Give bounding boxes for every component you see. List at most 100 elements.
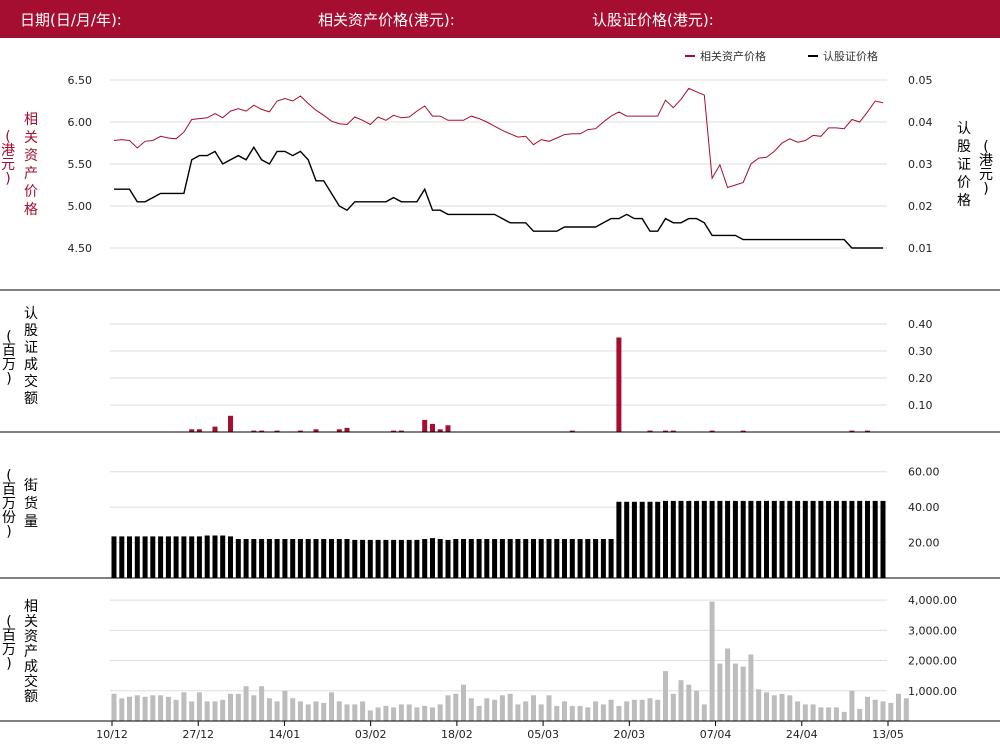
bar: [686, 684, 692, 721]
bar: [717, 500, 723, 578]
tick-label: 0.20: [908, 372, 933, 385]
x-tick-label: 13/05: [872, 728, 904, 741]
ylabel-char: 成: [24, 659, 38, 675]
right-ylabel-char: 认: [957, 121, 971, 137]
bar: [663, 500, 668, 578]
bar: [593, 701, 599, 721]
ylabel-unit-char: 万: [2, 642, 16, 658]
bar: [150, 536, 156, 578]
right-ylabel-char: 股: [957, 139, 971, 155]
bar: [585, 707, 591, 721]
bar: [422, 419, 428, 432]
bar: [663, 671, 668, 721]
ylabel-char: 额: [24, 391, 38, 407]
bar: [274, 701, 280, 721]
bar: [771, 695, 777, 721]
bar: [787, 500, 793, 578]
right-ylabel-unit-char: ): [983, 181, 988, 197]
bar: [795, 701, 801, 721]
ylabel-unit-char: (: [6, 468, 11, 484]
bar: [903, 698, 909, 721]
bar: [499, 695, 505, 721]
bar: [352, 539, 358, 578]
bar: [748, 654, 754, 721]
bar: [111, 693, 117, 721]
left-tick-label: 5.50: [68, 158, 93, 171]
left-tick-label: 5.00: [68, 200, 93, 213]
tick-label: 0.40: [908, 318, 933, 331]
bar: [709, 601, 715, 721]
price-panel: 6.50 6.00 5.50 5.00 4.50 0.05 0.04 0.03 0.02 0.01…: [1, 49, 993, 255]
bar: [375, 539, 381, 578]
bar: [492, 539, 498, 578]
left-ylabel-char: 产: [24, 166, 38, 182]
bar: [228, 693, 233, 721]
bar: [507, 693, 513, 721]
bar: [321, 539, 327, 578]
bar: [196, 692, 202, 721]
bar: [538, 704, 544, 721]
ylabel-char: 成: [24, 357, 38, 373]
bar: [764, 692, 769, 721]
bar: [647, 501, 653, 578]
bar: [795, 500, 801, 578]
right-tick-label: 0.04: [908, 116, 933, 129]
right-ylabel-unit-char: 港: [979, 153, 993, 169]
bar: [616, 501, 622, 578]
bar: [756, 500, 762, 578]
bar: [585, 539, 591, 578]
x-tick-label: 27/12: [182, 728, 214, 741]
bar: [639, 699, 645, 721]
bar: [127, 536, 132, 578]
bar: [631, 501, 637, 578]
left-tick-label: 6.50: [68, 74, 93, 87]
bar: [538, 539, 544, 578]
bar: [142, 696, 148, 721]
bar: [631, 699, 637, 721]
right-ylabel-char: 格: [957, 193, 971, 209]
bar: [818, 707, 824, 721]
right-ylabel-unit-char: (: [983, 139, 988, 155]
bar: [484, 539, 490, 578]
bar: [243, 686, 249, 721]
bar: [461, 684, 466, 721]
bar: [445, 539, 451, 578]
bar: [484, 698, 490, 721]
ylabel-unit-char: 百: [2, 482, 16, 498]
bar: [701, 500, 707, 578]
bar: [243, 539, 249, 578]
bar: [569, 539, 575, 578]
ylabel-char: 股: [24, 323, 38, 339]
bar: [725, 500, 731, 578]
bar: [430, 423, 435, 432]
underlying-price-label: 相关资产价格(港元):: [318, 11, 455, 29]
bar: [732, 500, 738, 578]
bar: [282, 539, 288, 578]
bar: [849, 690, 855, 721]
bar: [336, 429, 342, 432]
bar: [173, 699, 179, 721]
bar: [562, 539, 567, 578]
bar: [616, 705, 622, 721]
right-tick-label: 0.05: [908, 74, 933, 87]
bar: [740, 500, 746, 578]
left-ylabel-unit-char: ): [5, 171, 10, 187]
ylabel-char: 街: [24, 478, 38, 494]
bar: [678, 680, 684, 721]
bar: [849, 500, 855, 578]
bar: [717, 663, 723, 721]
left-tick-label: 6.00: [68, 116, 93, 129]
left-tick-label: 4.50: [68, 242, 93, 255]
bar: [251, 539, 257, 578]
bar: [880, 701, 886, 721]
bar: [111, 536, 117, 578]
bar: [259, 686, 265, 721]
bar: [670, 500, 676, 578]
bar: [430, 538, 435, 578]
bar: [228, 415, 233, 432]
ylabel-unit-char: 万: [2, 496, 16, 512]
x-tick-label: 05/03: [527, 728, 559, 741]
bar: [740, 430, 746, 432]
bar: [329, 692, 334, 721]
